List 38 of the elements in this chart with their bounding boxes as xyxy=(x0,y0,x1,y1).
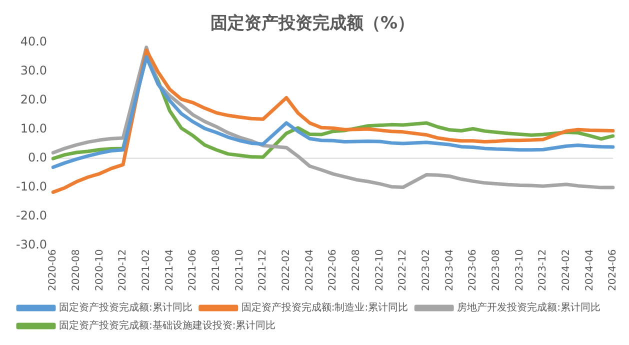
legend-label: 固定资产投资完成额:累计同比 xyxy=(59,302,192,314)
y-tick-label: 30.0 xyxy=(20,64,48,78)
y-tick-label: -20.0 xyxy=(16,208,48,222)
x-tick-label: 2020-10 xyxy=(94,249,106,292)
legend-label: 固定资产投资完成额:制造业:累计同比 xyxy=(241,302,408,314)
x-tick-label: 2021-12 xyxy=(258,249,269,292)
x-tick-label: 2020-08 xyxy=(70,249,82,292)
y-tick-label: 0.0 xyxy=(28,150,48,164)
x-tick-label: 2023-06 xyxy=(468,249,479,292)
y-tick-label: -30.0 xyxy=(16,237,48,252)
x-tick-label: 2023-02 xyxy=(420,249,432,292)
x-tick-label: 2021-10 xyxy=(234,249,246,292)
x-tick-label: 2021-04 xyxy=(164,249,176,292)
x-tick-label: 2024-02 xyxy=(560,249,572,292)
chart-title: 固定资产投资完成额（%） xyxy=(210,14,415,34)
x-tick-label: 2023-08 xyxy=(490,249,502,292)
x-tick-label: 2022-12 xyxy=(398,249,409,292)
y-tick-label: 20.0 xyxy=(20,92,48,106)
x-tick-label: 2020-12 xyxy=(118,249,129,292)
x-tick-label: 2023-04 xyxy=(444,249,456,292)
x-tick-label: 2021-06 xyxy=(188,249,199,292)
x-tick-label: 2022-08 xyxy=(350,249,362,292)
x-tick-label: 2024-06 xyxy=(608,249,619,292)
x-tick-label: 2021-02 xyxy=(140,249,152,292)
x-tick-label: 2021-08 xyxy=(210,249,222,292)
x-tick-label: 2022-10 xyxy=(374,249,386,292)
legend-label: 房地产开发投资完成额:累计同比 xyxy=(457,302,600,314)
legend-label: 固定资产投资完成额:基础设施建设投资:累计同比 xyxy=(59,320,276,332)
x-tick-label: 2024-04 xyxy=(584,249,596,292)
x-tick-label: 2022-06 xyxy=(328,249,339,292)
x-tick-label: 2022-02 xyxy=(280,249,292,292)
x-tick-label: 2022-04 xyxy=(304,249,316,292)
y-tick-label: -10.0 xyxy=(16,179,48,194)
x-tick-label: 2020-06 xyxy=(48,249,59,292)
x-tick-label: 2023-12 xyxy=(538,249,549,292)
y-tick-label: 10.0 xyxy=(20,121,48,136)
y-tick-label: 40.0 xyxy=(20,34,48,49)
x-tick-label: 2023-10 xyxy=(514,249,526,292)
